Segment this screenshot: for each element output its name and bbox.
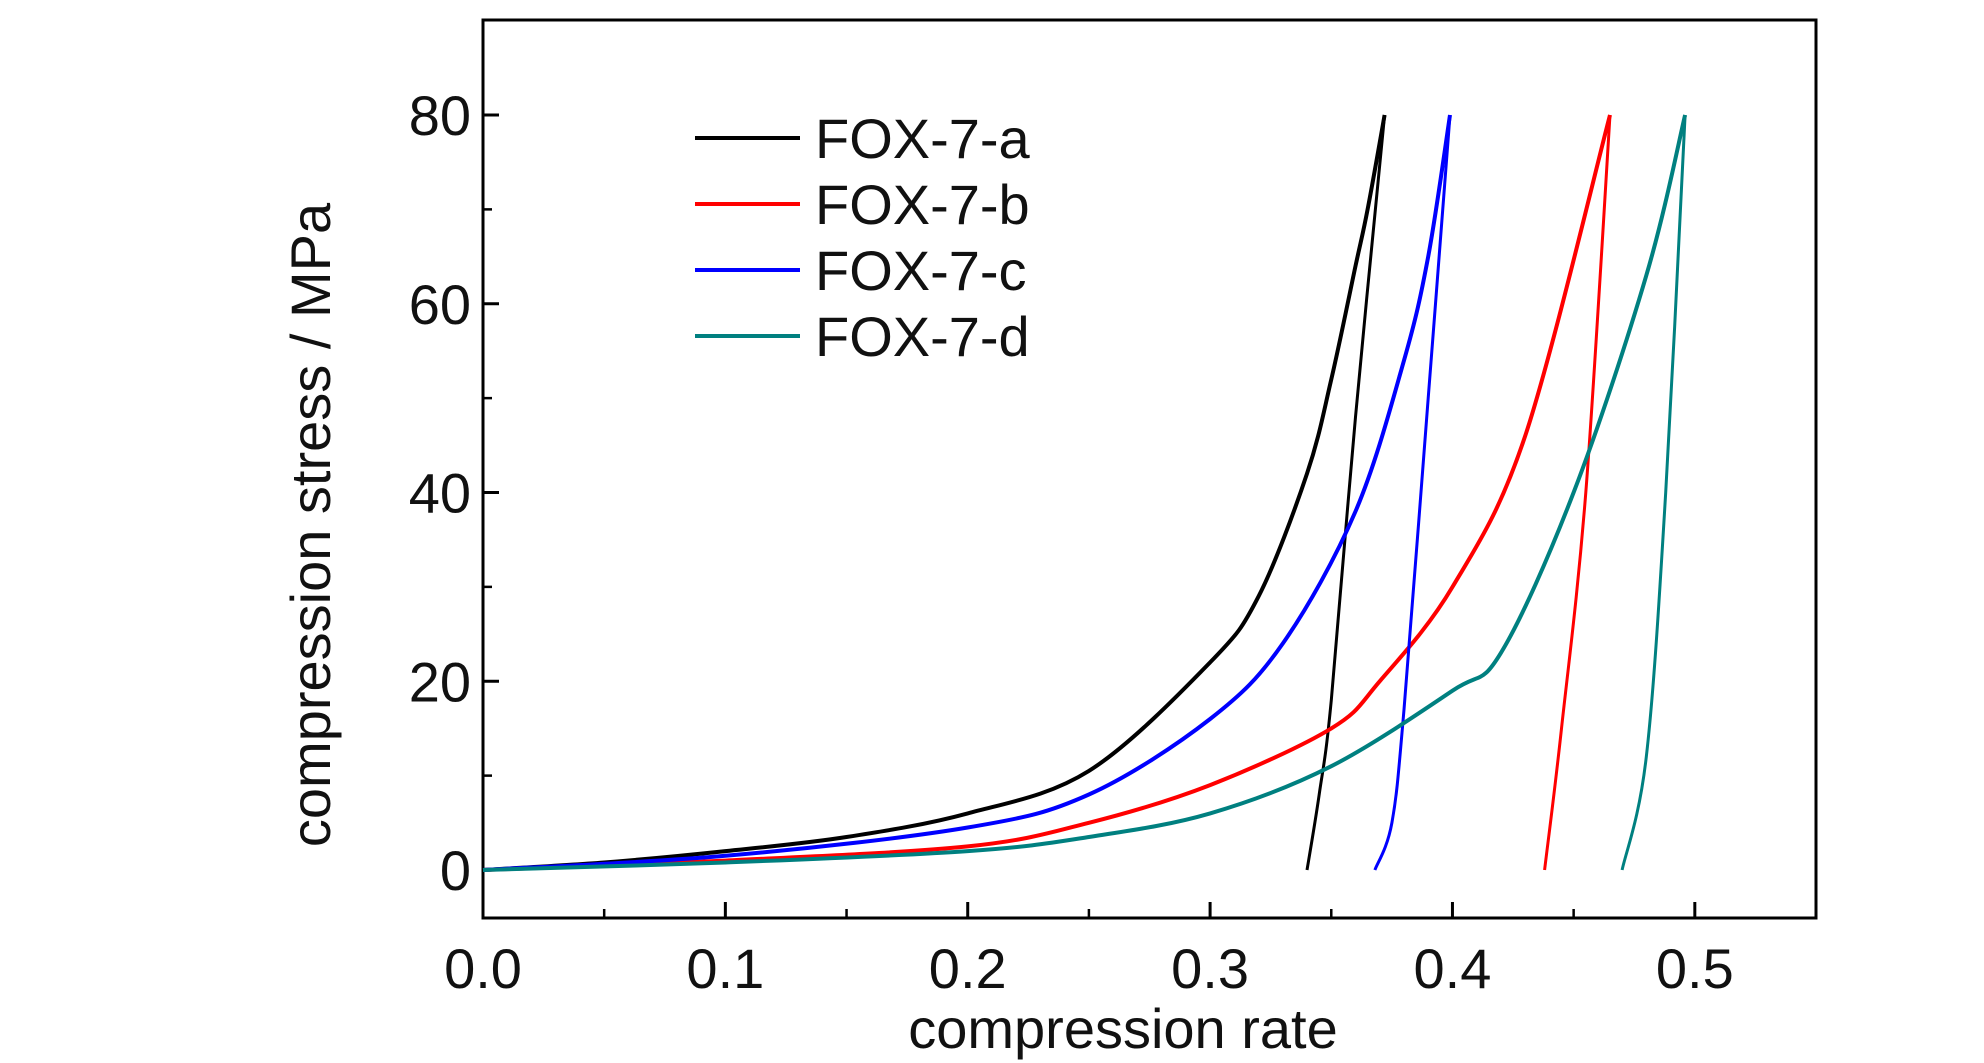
y-tick-label: 60: [409, 273, 471, 336]
series-fox-7-d-loading-line: [482, 114, 1688, 872]
y-tick-labels: 0 20 40 60 80: [409, 84, 471, 902]
y-axis-title: compression stress / MPa: [279, 202, 342, 847]
y-tick-label: 0: [440, 839, 471, 902]
x-tick-label: 0.4: [1414, 937, 1492, 1000]
series-fox-7-d-unloading-line: [1620, 114, 1687, 871]
y-tick-label: 20: [409, 650, 471, 713]
y-tick-label: 80: [409, 84, 471, 147]
x-tick-label: 0.5: [1656, 937, 1734, 1000]
legend-label-fox-7-b: FOX-7-b: [815, 173, 1030, 236]
series-fox-7-b-unloading-line: [1543, 114, 1612, 871]
series-fox-7-a-unloading-line: [1305, 114, 1387, 871]
x-tick-label: 0.3: [1171, 937, 1249, 1000]
legend-label-fox-7-c: FOX-7-c: [815, 239, 1027, 302]
x-tick-label: 0.2: [929, 937, 1007, 1000]
series-lines: [482, 114, 1688, 872]
x-tick-labels: 0.0 0.1 0.2 0.3 0.4 0.5: [444, 937, 1734, 1000]
x-tick-label: 0.0: [444, 937, 522, 1000]
series-fox-7-a-loading-line: [482, 114, 1387, 872]
x-axis-title: compression rate: [908, 997, 1338, 1060]
plot-frame: [481, 18, 1818, 920]
series-fox-7-c-unloading-line: [1373, 114, 1452, 871]
x-tick-label: 0.1: [686, 937, 764, 1000]
series-fox-7-b-loading-line: [482, 114, 1612, 872]
legend-label-fox-7-a: FOX-7-a: [815, 107, 1031, 170]
series-fox-7-c-loading-line: [482, 114, 1452, 872]
axis-ticks: [481, 113, 1818, 918]
legend-label-fox-7-d: FOX-7-d: [815, 305, 1030, 368]
y-tick-label: 40: [409, 462, 471, 525]
